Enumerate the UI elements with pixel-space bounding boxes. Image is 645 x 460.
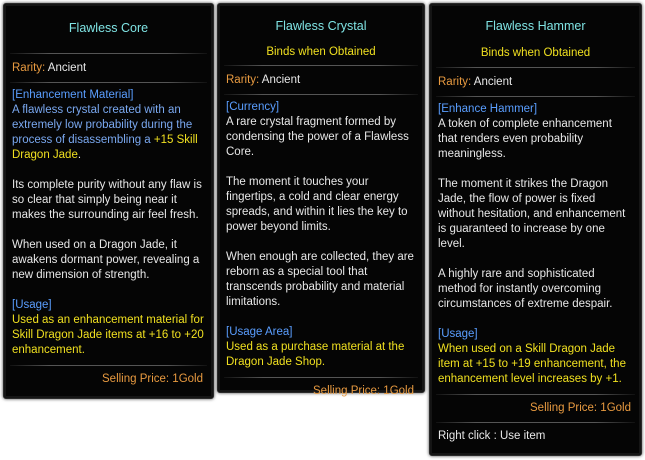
divider bbox=[436, 422, 635, 423]
selling-price: Selling Price: 1Gold bbox=[530, 402, 631, 414]
divider bbox=[10, 365, 207, 366]
selling-price: Selling Price: 1Gold bbox=[102, 373, 203, 385]
divider bbox=[436, 67, 635, 68]
description: [Currency] A rare crystal fragment forme… bbox=[226, 101, 414, 368]
divider bbox=[10, 82, 207, 83]
divider bbox=[436, 96, 635, 97]
use-hint: Right click : Use item bbox=[438, 430, 546, 442]
description: [Enhance Hammer] A token of complete enh… bbox=[438, 103, 626, 385]
tooltip-flawless-crystal: Flawless Crystal Binds when Obtained Rar… bbox=[217, 3, 425, 397]
divider bbox=[224, 377, 418, 378]
tooltip-flawless-hammer: Flawless Hammer Binds when Obtained Rari… bbox=[429, 3, 642, 456]
item-title: Flawless Hammer bbox=[485, 19, 586, 33]
binds-status: Binds when Obtained bbox=[480, 47, 591, 59]
rarity: Rarity: Ancient bbox=[226, 74, 301, 86]
divider bbox=[436, 394, 635, 395]
binds-status: Binds when Obtained bbox=[266, 46, 376, 58]
item-title: Flawless Core bbox=[68, 21, 149, 35]
divider bbox=[224, 94, 418, 95]
rarity: Rarity: Ancient bbox=[438, 76, 513, 88]
divider bbox=[224, 65, 418, 66]
item-title: Flawless Crystal bbox=[275, 19, 367, 33]
tooltip-flawless-core: Flawless Core Rarity: Ancient [Enhanceme… bbox=[3, 3, 214, 399]
description: [Enhancement Material] A flawless crysta… bbox=[12, 89, 204, 356]
divider bbox=[10, 53, 207, 54]
selling-price: Selling Price: 1Gold bbox=[313, 385, 414, 397]
rarity: Rarity: Ancient bbox=[12, 62, 87, 74]
